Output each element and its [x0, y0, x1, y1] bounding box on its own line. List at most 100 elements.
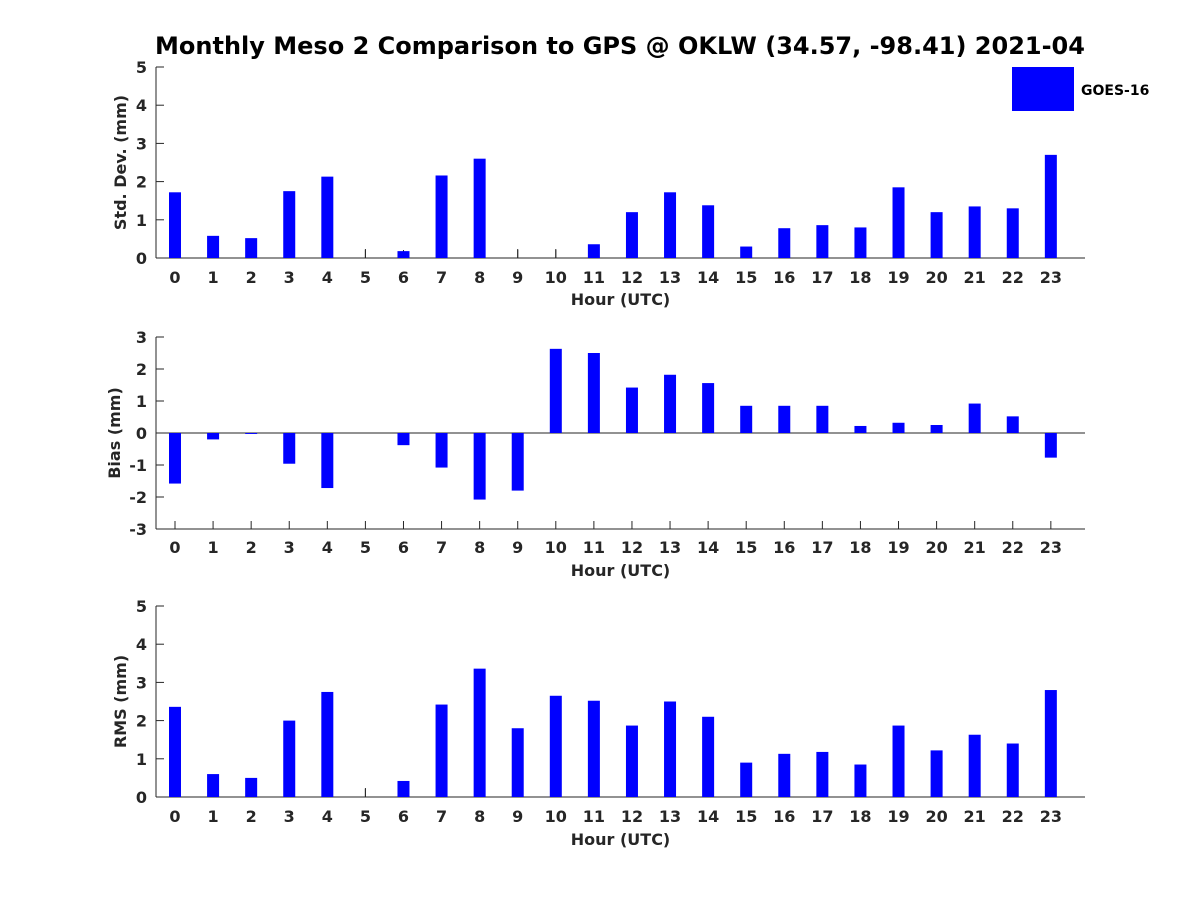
- x-tick-label: 13: [659, 807, 681, 826]
- bar-hour-2: [245, 777, 258, 797]
- bar-hour-6: [397, 780, 410, 797]
- bar-hour-13: [664, 701, 677, 797]
- bar-hour-22: [1006, 416, 1019, 433]
- x-tick-label: 14: [697, 538, 719, 557]
- bar-hour-11: [587, 353, 600, 433]
- x-tick-label: 19: [887, 807, 909, 826]
- y-tick-label: 2: [136, 360, 147, 379]
- y-tick-label: 4: [136, 635, 147, 654]
- x-tick-label: 3: [284, 807, 295, 826]
- bar-hour-16: [778, 753, 791, 797]
- bar-hour-23: [1044, 690, 1057, 797]
- bar-hour-10: [549, 695, 562, 797]
- x-tick-label: 21: [964, 538, 986, 557]
- x-tick-label: 19: [887, 268, 909, 287]
- x-tick-label: 8: [474, 268, 485, 287]
- x-tick-label: 11: [583, 538, 605, 557]
- x-tick-label: 20: [925, 538, 947, 557]
- bar-hour-4: [321, 433, 334, 489]
- bar-hour-13: [664, 374, 677, 433]
- x-tick-label: 0: [169, 807, 180, 826]
- bar-hour-8: [473, 668, 486, 797]
- bar-hour-18: [854, 227, 867, 258]
- y-tick-label: -1: [129, 456, 147, 475]
- x-tick-label: 6: [398, 268, 409, 287]
- x-tick-label: 15: [735, 807, 757, 826]
- bar-hour-7: [435, 433, 448, 468]
- x-tick-label: 7: [436, 538, 447, 557]
- bar-hour-1: [207, 774, 220, 797]
- x-tick-label: 11: [583, 268, 605, 287]
- x-tick-label: 23: [1040, 268, 1062, 287]
- y-tick-label: 2: [136, 712, 147, 731]
- x-tick-label: 10: [545, 807, 567, 826]
- x-tick-label: 17: [811, 807, 833, 826]
- x-tick-label: 8: [474, 807, 485, 826]
- legend-label: GOES-16: [1081, 83, 1149, 99]
- x-tick-label: 20: [925, 268, 947, 287]
- bar-hour-19: [892, 422, 905, 433]
- bar-hour-2: [245, 433, 258, 434]
- y-axis-label: Std. Dev. (mm): [111, 95, 130, 230]
- bar-hour-22: [1006, 208, 1019, 258]
- chart-title: Monthly Meso 2 Comparison to GPS @ OKLW …: [155, 32, 1085, 60]
- bar-hour-8: [473, 158, 486, 258]
- x-tick-label: 17: [811, 538, 833, 557]
- bar-hour-17: [816, 225, 829, 258]
- y-tick-label: 5: [136, 597, 147, 616]
- bar-hour-6: [397, 251, 410, 258]
- bar-hour-17: [816, 405, 829, 433]
- x-tick-label: 21: [964, 268, 986, 287]
- bar-hour-19: [892, 725, 905, 797]
- y-tick-label: 3: [136, 673, 147, 692]
- bar-hour-14: [702, 205, 715, 258]
- y-tick-label: 1: [136, 750, 147, 769]
- bar-hour-18: [854, 764, 867, 797]
- bar-hour-2: [245, 238, 258, 258]
- x-tick-label: 10: [545, 538, 567, 557]
- bar-hour-12: [625, 725, 638, 797]
- bar-hour-3: [283, 191, 296, 258]
- x-tick-label: 2: [246, 807, 257, 826]
- y-tick-label: 3: [136, 134, 147, 153]
- y-axis-label: RMS (mm): [111, 655, 130, 748]
- y-tick-label: 1: [136, 392, 147, 411]
- bar-hour-20: [930, 212, 943, 258]
- x-tick-label: 6: [398, 538, 409, 557]
- x-tick-label: 7: [436, 807, 447, 826]
- x-tick-label: 3: [284, 538, 295, 557]
- x-tick-label: 22: [1002, 268, 1024, 287]
- x-tick-label: 2: [246, 538, 257, 557]
- x-tick-label: 9: [512, 538, 523, 557]
- bar-hour-17: [816, 751, 829, 797]
- bar-hour-0: [169, 192, 181, 258]
- y-tick-label: -3: [129, 520, 147, 539]
- bar-hour-1: [207, 433, 220, 440]
- y-tick-label: 0: [136, 424, 147, 443]
- bar-hour-12: [625, 387, 638, 433]
- bar-hour-16: [778, 228, 791, 258]
- x-tick-label: 12: [621, 268, 643, 287]
- x-axis-label: Hour (UTC): [571, 830, 671, 849]
- x-tick-label: 6: [398, 807, 409, 826]
- bar-hour-8: [473, 433, 486, 500]
- y-tick-label: 4: [136, 96, 147, 115]
- bar-hour-0: [169, 706, 181, 797]
- bar-hour-3: [283, 720, 296, 797]
- x-tick-label: 17: [811, 268, 833, 287]
- y-tick-label: 3: [136, 328, 147, 347]
- x-tick-label: 2: [246, 268, 257, 287]
- x-tick-label: 4: [322, 807, 333, 826]
- x-tick-label: 5: [360, 268, 371, 287]
- x-tick-label: 4: [322, 538, 333, 557]
- bar-hour-15: [740, 762, 753, 797]
- bar-hour-7: [435, 175, 448, 258]
- x-tick-label: 9: [512, 807, 523, 826]
- x-tick-label: 0: [169, 268, 180, 287]
- bar-hour-22: [1006, 743, 1019, 797]
- x-tick-label: 10: [545, 268, 567, 287]
- y-tick-label: -2: [129, 488, 147, 507]
- x-tick-label: 7: [436, 268, 447, 287]
